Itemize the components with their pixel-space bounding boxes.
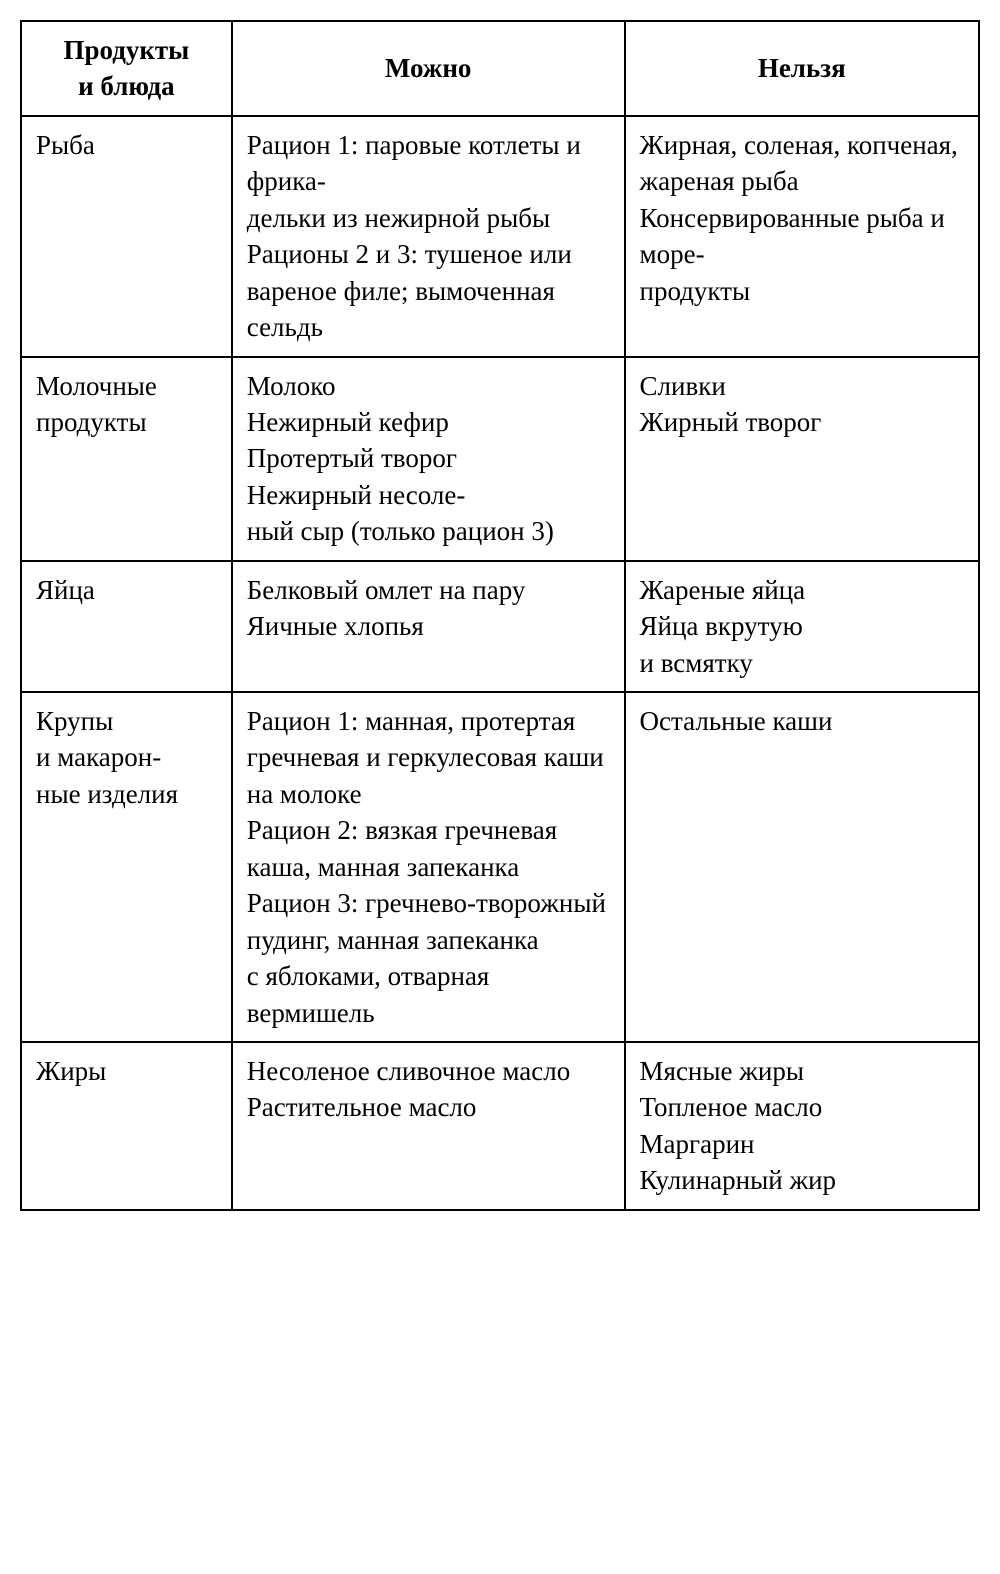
table-row: Рыба Рацион 1: паровые котлеты и фрика- … [21,116,979,357]
cell-allowed: Несоленое сливочное масло Растительное м… [232,1042,625,1210]
cell-forbidden: Мясные жиры Топленое масло Маргарин Кули… [625,1042,979,1210]
cell-product: Молочные продукты [21,357,232,561]
cell-forbidden: Сливки Жирный творог [625,357,979,561]
header-products: Продукты и блюда [21,21,232,116]
cell-product: Жиры [21,1042,232,1210]
cell-allowed: Белковый омлет на пару Яичные хлопья [232,561,625,692]
table-header-row: Продукты и блюда Можно Нельзя [21,21,979,116]
cell-product: Рыба [21,116,232,357]
cell-product: Яйца [21,561,232,692]
cell-forbidden: Жирная, соленая, копченая, жареная рыба … [625,116,979,357]
cell-allowed: Рацион 1: манная, протертая гречневая и … [232,692,625,1042]
cell-forbidden: Остальные каши [625,692,979,1042]
table-row: Жиры Несоленое сливочное масло Раститель… [21,1042,979,1210]
table-row: Молочные продукты Молоко Нежирный кефир … [21,357,979,561]
cell-forbidden: Жареные яйца Яйца вкрутую и всмятку [625,561,979,692]
table-row: Крупы и макарон- ные изделия Рацион 1: м… [21,692,979,1042]
cell-allowed: Молоко Нежирный кефир Протертый творог Н… [232,357,625,561]
header-forbidden: Нельзя [625,21,979,116]
table-row: Яйца Белковый омлет на пару Яичные хлопь… [21,561,979,692]
cell-allowed: Рацион 1: паровые котлеты и фрика- дельк… [232,116,625,357]
cell-product: Крупы и макарон- ные изделия [21,692,232,1042]
header-allowed: Можно [232,21,625,116]
diet-table: Продукты и блюда Можно Нельзя Рыба Рацио… [20,20,980,1211]
